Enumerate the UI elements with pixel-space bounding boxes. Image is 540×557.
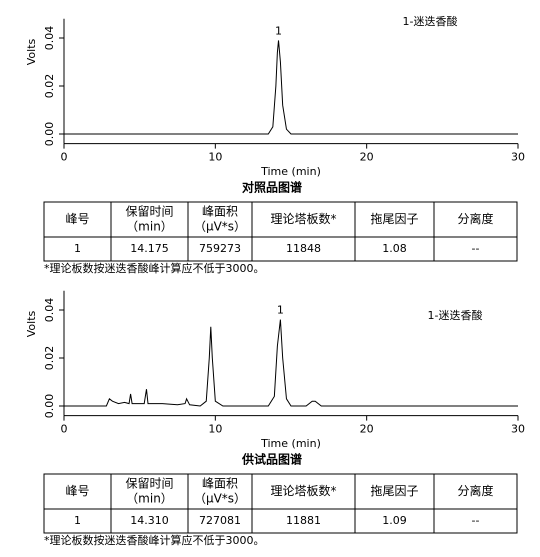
figure-caption: 供试品图谱	[241, 452, 302, 467]
table-cell: 14.175	[130, 242, 169, 255]
x-tick-label: 0	[61, 423, 68, 436]
x-tick-label: 30	[511, 151, 525, 164]
table-cell: --	[472, 242, 480, 255]
y-tick-label: 0.00	[43, 122, 56, 147]
table-header-cell: 分离度	[457, 483, 493, 498]
peak-legend: 1-迷迭香酸	[403, 14, 458, 28]
x-tick-label: 20	[360, 151, 374, 164]
y-tick-label: 0.04	[43, 26, 56, 51]
x-tick-label: 0	[61, 151, 68, 164]
table-cell: 11881	[286, 514, 321, 527]
signal-line	[64, 319, 518, 407]
x-tick-label: 20	[360, 423, 374, 436]
signal-line	[64, 40, 518, 135]
figure-caption: 对照品图谱	[242, 180, 302, 195]
table-header-cell: （min）	[126, 492, 173, 506]
peak-label: 1	[275, 24, 282, 37]
table-header-cell: 理论塔板数*	[270, 211, 336, 226]
y-tick-label: 0.02	[43, 74, 56, 99]
y-tick-label: 0.04	[43, 298, 56, 323]
table-cell: --	[472, 514, 480, 527]
table-cell: 1.08	[382, 242, 407, 255]
x-axis-title: Time (min)	[260, 165, 321, 178]
table-cell: 1.09	[382, 514, 407, 527]
table-border	[43, 473, 518, 534]
table-header-cell: 峰号	[65, 484, 89, 498]
table-cell: 759273	[199, 242, 241, 255]
x-tick-label: 10	[208, 423, 222, 436]
table-header-cell: （min）	[126, 220, 173, 234]
x-axis-title: Time (min)	[260, 437, 321, 450]
table-header-cell: 峰号	[65, 212, 89, 226]
table-border	[43, 201, 518, 262]
table-cell: 727081	[199, 514, 241, 527]
table-header-cell: 保留时间	[125, 205, 173, 219]
table-header-cell: 拖尾因子	[370, 212, 418, 226]
table-header-cell: 保留时间	[125, 477, 173, 491]
table-note: *理论板数按迷迭香酸峰计算应不低于3000。	[44, 533, 265, 547]
table-header-cell: （μV*s）	[194, 220, 246, 234]
peak-label: 1	[277, 304, 284, 317]
table-header-cell: 理论塔板数*	[270, 483, 336, 498]
table-note: *理论板数按迷迭香酸峰计算应不低于3000。	[44, 261, 265, 275]
table-header-cell: 峰面积	[202, 205, 238, 219]
x-tick-label: 30	[511, 423, 525, 436]
table-cell: 1	[74, 514, 81, 527]
table-cell: 1	[74, 242, 81, 255]
table-header-cell: 拖尾因子	[370, 484, 418, 498]
table-header-cell: 分离度	[457, 211, 493, 226]
table-cell: 14.310	[130, 514, 169, 527]
table-header-cell: 峰面积	[202, 477, 238, 491]
y-tick-label: 0.00	[43, 394, 56, 419]
table-cell: 11848	[286, 242, 321, 255]
x-tick-label: 10	[208, 151, 222, 164]
y-axis-title: Volts	[25, 38, 38, 65]
table-header-cell: （μV*s）	[194, 492, 246, 506]
y-tick-label: 0.02	[43, 346, 56, 371]
peak-legend: 1-迷迭香酸	[428, 308, 483, 322]
y-axis-title: Volts	[25, 310, 38, 337]
